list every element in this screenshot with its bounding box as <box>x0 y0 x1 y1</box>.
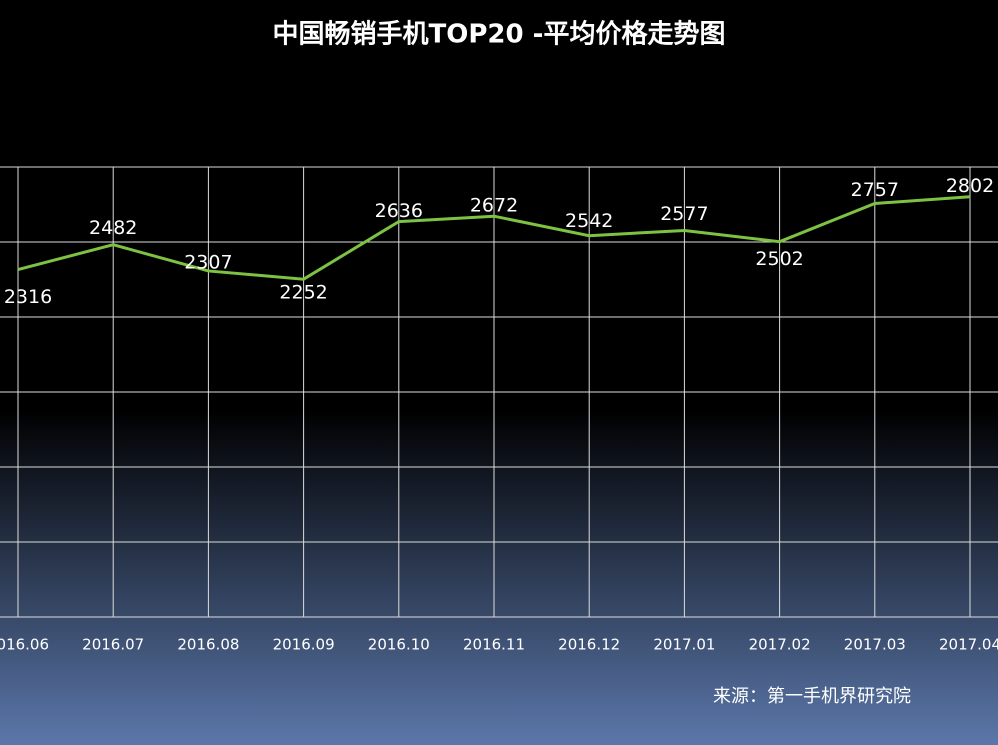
data-label: 2307 <box>184 251 232 273</box>
x-tick-label: 2016.12 <box>558 636 620 654</box>
data-label: 2672 <box>470 195 518 217</box>
x-tick-label: 2017.04 <box>939 636 998 654</box>
data-label: 2316 <box>4 286 52 308</box>
line-series <box>17 195 971 281</box>
x-tick-label: 2017.03 <box>844 636 906 654</box>
x-tick-label: 2016.08 <box>177 636 239 654</box>
data-label: 2577 <box>660 203 708 225</box>
x-tick-label: 2017.01 <box>653 636 715 654</box>
x-tick-label: 2016.11 <box>463 636 525 654</box>
data-label: 2757 <box>851 179 899 201</box>
x-tick-label: 2016.09 <box>273 636 335 654</box>
x-tick-label: 2016.10 <box>368 636 430 654</box>
data-label: 2636 <box>375 200 423 222</box>
data-label: 2542 <box>565 210 613 232</box>
data-label: 2802 <box>946 175 994 197</box>
data-label: 2502 <box>755 248 803 270</box>
data-label: 2482 <box>89 217 137 239</box>
x-tick-label: 2016.07 <box>82 636 144 654</box>
chart-title: 中国畅销手机TOP20 -平均价格走势图 <box>273 19 726 50</box>
data-label: 2252 <box>279 282 327 304</box>
source-note: 来源：第一手机界研究院 <box>713 686 911 707</box>
x-tick-label: 2017.02 <box>749 636 811 654</box>
x-tick-label: 2016.06 <box>0 636 49 654</box>
